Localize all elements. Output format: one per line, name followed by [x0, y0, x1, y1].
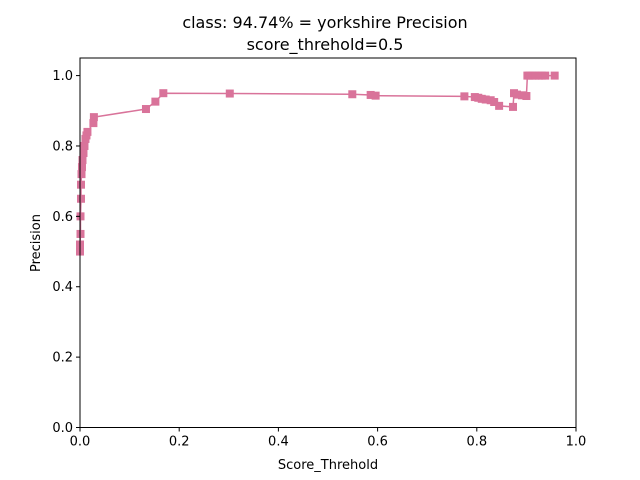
- data-point-marker: [78, 156, 87, 165]
- y-axis-ticks: 0.0 0.2 0.4 0.6 0.8 1.0: [52, 69, 80, 436]
- data-point-marker: [509, 102, 518, 111]
- data-point-marker: [490, 97, 499, 106]
- data-point-marker: [495, 101, 504, 110]
- data-point-marker: [77, 170, 86, 179]
- data-point-marker: [159, 89, 168, 98]
- data-point-marker: [89, 113, 98, 122]
- data-point-marker: [76, 194, 85, 203]
- data-point-marker: [89, 119, 98, 128]
- chart-title-line1: class: 94.74% = yorkshire Precision: [182, 13, 467, 32]
- x-tick-label: 0.4: [268, 435, 289, 450]
- data-point-marker: [460, 92, 469, 101]
- data-point-marker: [77, 163, 86, 172]
- data-point-marker: [481, 95, 490, 104]
- data-point-marker: [512, 90, 521, 99]
- data-point-marker: [141, 105, 150, 114]
- y-tick-label: 1.0: [52, 69, 73, 84]
- x-tick-label: 0.6: [367, 435, 388, 450]
- data-point-marker: [371, 91, 380, 100]
- data-point-marker: [76, 180, 85, 189]
- y-tick-label: 0.0: [52, 421, 73, 436]
- data-point-marker: [541, 71, 550, 80]
- data-point-marker: [348, 90, 357, 99]
- x-axis-label: Score_Threhold: [278, 458, 378, 473]
- data-point-marker: [550, 71, 559, 80]
- x-tick-label: 0.0: [70, 435, 91, 450]
- data-point-marker: [80, 141, 89, 150]
- x-tick-label: 0.8: [466, 435, 487, 450]
- chart-title-line2: score_threhold=0.5: [247, 35, 404, 55]
- y-tick-label: 0.8: [52, 139, 73, 154]
- y-tick-label: 0.4: [52, 280, 73, 295]
- y-tick-label: 0.6: [52, 210, 73, 225]
- y-axis-label: Precision: [29, 214, 44, 272]
- data-point-marker: [83, 127, 92, 136]
- y-tick-label: 0.2: [52, 351, 73, 366]
- data-point-marker: [522, 92, 531, 101]
- data-point-marker: [517, 91, 526, 100]
- x-axis-ticks: 0.0 0.2 0.4 0.6 0.8 1.0: [70, 427, 587, 450]
- data-point-marker: [79, 149, 88, 158]
- x-tick-label: 1.0: [566, 435, 587, 450]
- data-point-marker: [151, 97, 160, 106]
- data-point-marker: [366, 90, 375, 99]
- x-tick-label: 0.2: [169, 435, 190, 450]
- axes-frame: [79, 57, 577, 428]
- data-point-marker: [225, 89, 234, 98]
